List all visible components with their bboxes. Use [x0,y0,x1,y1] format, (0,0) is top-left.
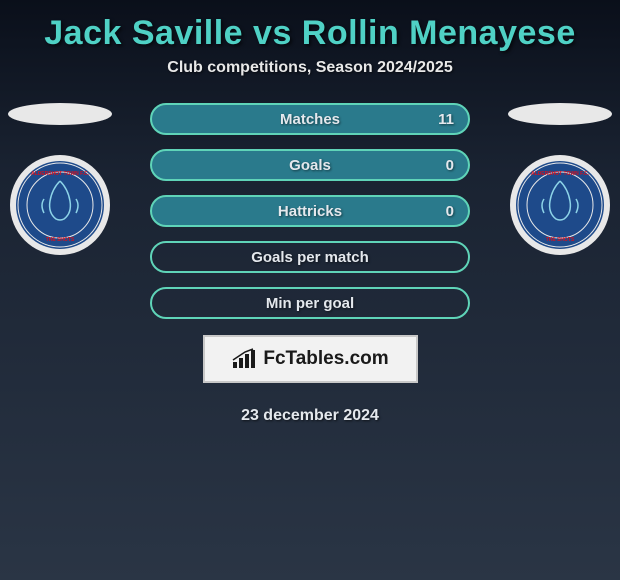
stat-label: Hattricks [278,203,342,220]
date-text: 23 december 2024 [0,407,620,425]
page-subtitle: Club competitions, Season 2024/2025 [0,59,620,103]
stat-bar-min-per-goal: Min per goal [150,287,470,319]
branding-box[interactable]: FcTables.com [203,335,418,383]
page-title: Jack Saville vs Rollin Menayese [0,0,620,59]
content-row: ALDERSHOT TOWN F.C. THE SHOTS Matches 11… [0,103,620,319]
stat-value: 11 [438,111,454,128]
phoenix-icon: ALDERSHOT TOWN F.C. THE SHOTS [516,161,604,249]
right-player-oval [508,103,612,125]
stat-value: 0 [446,157,454,174]
svg-text:ALDERSHOT TOWN F.C.: ALDERSHOT TOWN F.C. [31,171,90,177]
svg-text:THE SHOTS: THE SHOTS [46,237,75,243]
stat-label: Goals [289,157,331,174]
branding-text: FcTables.com [263,348,388,370]
left-badge-column: ALDERSHOT TOWN F.C. THE SHOTS [8,103,112,255]
stat-bar-goals-per-match: Goals per match [150,241,470,273]
left-club-badge: ALDERSHOT TOWN F.C. THE SHOTS [10,155,110,255]
stat-bar-hattricks: Hattricks 0 [150,195,470,227]
svg-text:THE SHOTS: THE SHOTS [546,237,575,243]
stat-bar-matches: Matches 11 [150,103,470,135]
phoenix-icon: ALDERSHOT TOWN F.C. THE SHOTS [16,161,104,249]
right-club-badge: ALDERSHOT TOWN F.C. THE SHOTS [510,155,610,255]
stat-label: Min per goal [266,295,354,312]
left-club-badge-inner: ALDERSHOT TOWN F.C. THE SHOTS [16,161,104,249]
right-club-badge-inner: ALDERSHOT TOWN F.C. THE SHOTS [516,161,604,249]
stat-label: Matches [280,111,340,128]
stat-label: Goals per match [251,249,369,266]
svg-text:ALDERSHOT TOWN F.C.: ALDERSHOT TOWN F.C. [531,171,590,177]
bar-chart-icon [231,348,257,370]
stat-value: 0 [446,203,454,220]
right-badge-column: ALDERSHOT TOWN F.C. THE SHOTS [508,103,612,255]
left-player-oval [8,103,112,125]
stat-bar-goals: Goals 0 [150,149,470,181]
stats-column: Matches 11 Goals 0 Hattricks 0 Goals per… [150,103,470,319]
